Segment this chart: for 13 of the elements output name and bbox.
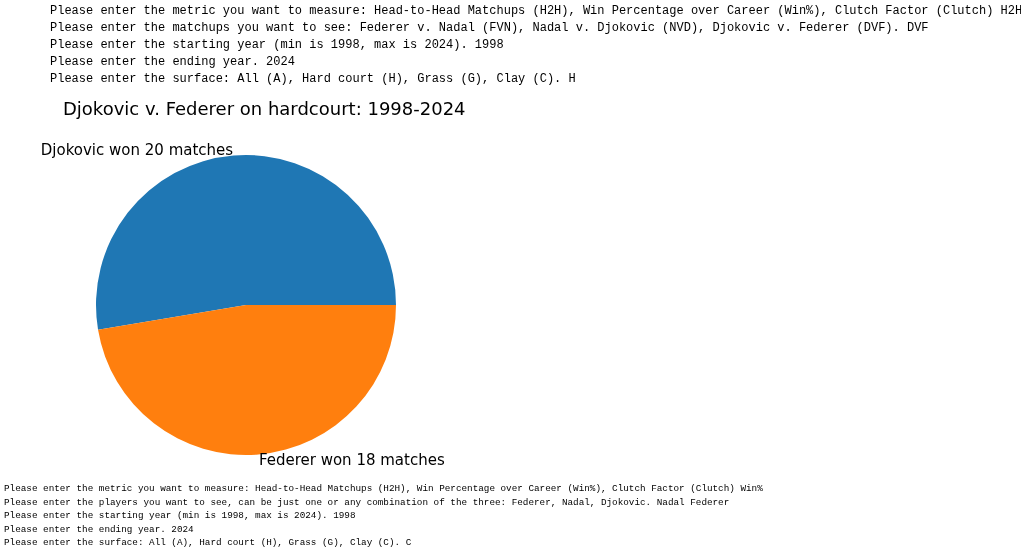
text: Please enter the ending year. 2024 — [50, 55, 295, 69]
text: Please enter the metric you want to measure: Head-to-Head Matchups (H2H), Win Percentage over Career (Win%), Clutch Factor (Clutch) Win% — [4, 483, 764, 494]
text: Please enter the metric you want to measure: Head-to-Head Matchups (H2H), Win Percentage over Career (Win%), Clutch Factor (Clutch) H2H — [50, 4, 1021, 18]
text: Please enter the ending year. 2024 — [4, 523, 195, 535]
text: Please enter the surface: All (A), Hard court (H), Grass (G), Clay (C). C — [4, 537, 412, 548]
text: Please enter the starting year (min is 1998, max is 2024). 1998 — [50, 38, 504, 52]
text: Please enter the starting year (min is 1998, max is 2024). 1998 — [4, 510, 356, 521]
text: Please enter the matchups you want to see: Federer v. Nadal (FVN), Nadal v. Djokovic (NVD), Djokovic v. Federer (DVF). DVF — [50, 21, 929, 35]
text: Please enter the surface: All (A), Hard court (H), Grass (G), Clay (C). H — [50, 72, 576, 86]
slice-label: Djokovic won 20 matches — [40, 140, 234, 159]
slice-label: Federer won 18 matches — [258, 451, 445, 470]
text: Please enter the players you want to see, can be just one or any combination of the three: Federer, Nadal, Djokovic. Nadal Federer — [4, 496, 730, 508]
chart-title: Djokovic v. Federer on hardcourt: 1998-2024 — [63, 97, 466, 119]
